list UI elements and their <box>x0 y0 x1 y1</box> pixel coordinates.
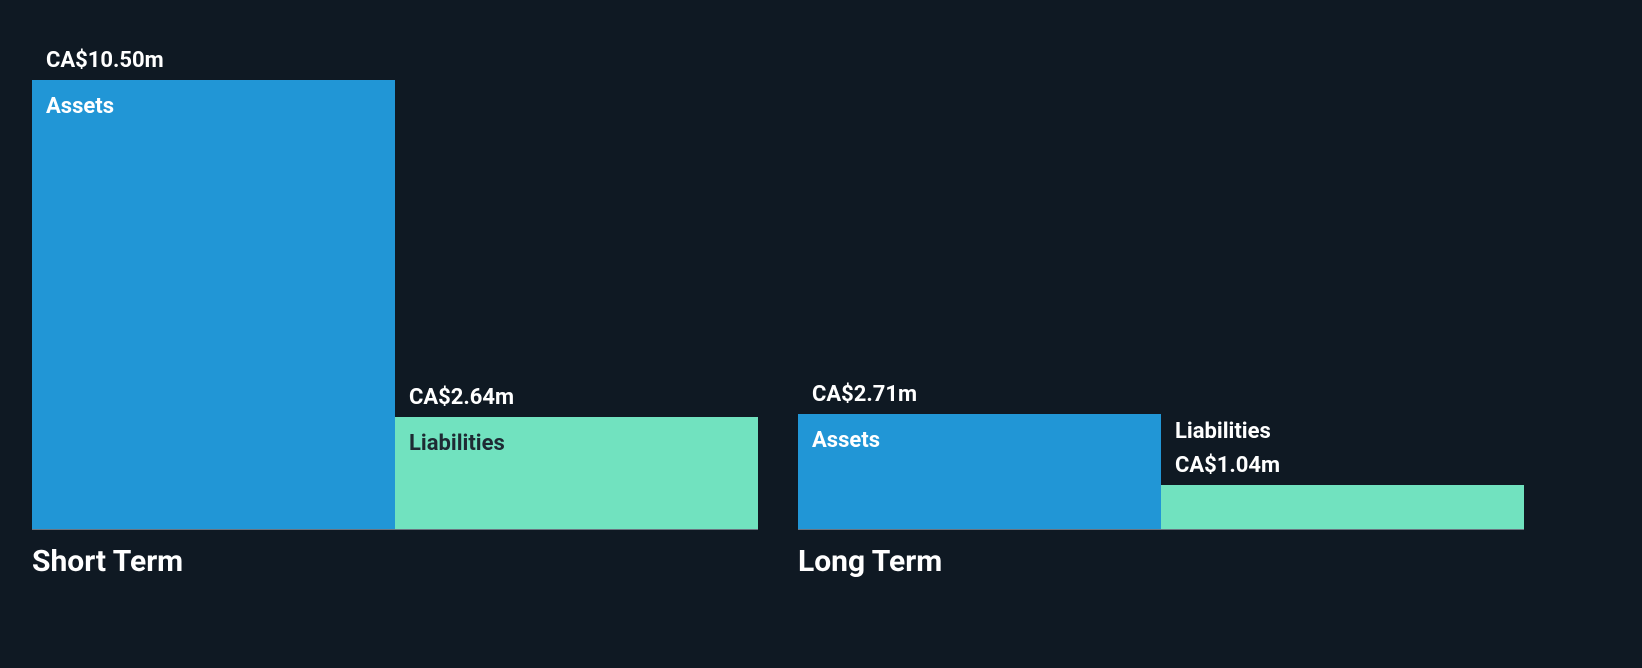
value-label: CA$10.50m <box>46 48 164 73</box>
bar-group: CA$2.71m Assets CA$1.04m Liabilities <box>798 0 1524 530</box>
panel-long_term: CA$2.71m Assets CA$1.04m Liabilities Long Te… <box>798 0 1524 579</box>
bar-assets: CA$2.71mAssets <box>798 414 1161 530</box>
panel-short_term: CA$10.50m Assets CA$2.64m Liabilities Short … <box>32 0 758 579</box>
bar-wrap: CA$10.50m Assets <box>32 0 395 530</box>
bar-wrap: CA$2.71m Assets <box>798 0 1161 530</box>
chart-area: CA$10.50m Assets CA$2.64m Liabilities <box>32 0 758 530</box>
bar-liabilities: CA$2.64mLiabilities <box>395 417 758 530</box>
bar-wrap: CA$1.04m Liabilities <box>1161 0 1524 530</box>
value-label: CA$1.04m <box>1175 453 1280 478</box>
panel-title: Short Term <box>32 544 758 579</box>
bar-assets: CA$10.50mAssets <box>32 80 395 530</box>
series-label: Liabilities <box>1175 419 1271 444</box>
chart-area: CA$2.71m Assets CA$1.04m Liabilities <box>798 0 1524 530</box>
value-label: CA$2.71m <box>812 382 917 407</box>
value-label: CA$2.64m <box>409 385 514 410</box>
panel-title: Long Term <box>798 544 1524 579</box>
baseline <box>798 529 1524 530</box>
bar-group: CA$10.50m Assets CA$2.64m Liabilities <box>32 0 758 530</box>
baseline <box>32 529 758 530</box>
series-label: Assets <box>812 428 880 453</box>
series-label: Assets <box>46 94 114 119</box>
bar-wrap: CA$2.64m Liabilities <box>395 0 758 530</box>
series-label: Liabilities <box>409 431 505 456</box>
bar-liabilities: CA$1.04mLiabilities <box>1161 485 1524 530</box>
